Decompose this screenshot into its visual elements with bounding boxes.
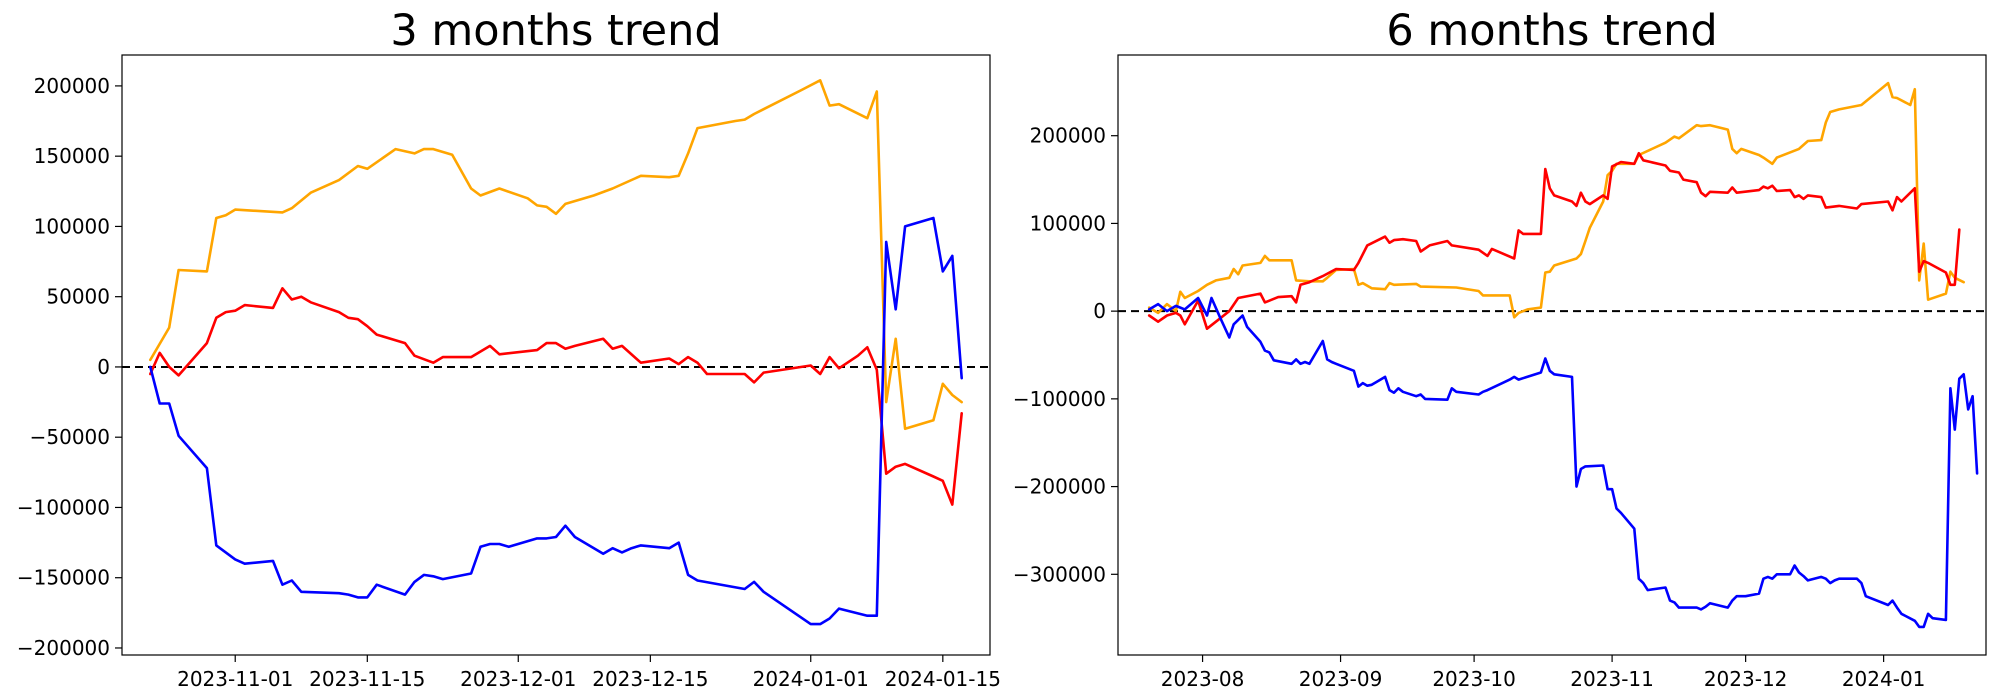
y-tick-label: −50000 [30, 425, 110, 449]
y-tick-label: 0 [97, 355, 110, 379]
chart-marks [122, 79, 990, 626]
chart-marks [1118, 81, 1986, 629]
x-tick-label: 2024-01-01 [753, 667, 869, 691]
x-tick-label: 2024-01-15 [885, 667, 1001, 691]
x-tick-label: 2023-11-01 [177, 667, 293, 691]
series-line-0 [149, 79, 963, 431]
series-line-1 [1147, 151, 1961, 330]
series-line-2 [149, 216, 963, 626]
chart-6-months-trend: 6 months trend 2023-08 2023-09 2023-10 2023… [1013, 6, 1987, 691]
x-tick-label: 2023-10 [1432, 667, 1516, 691]
x-tick-label: 2023-12 [1704, 667, 1788, 691]
y-tick-label: 50000 [46, 285, 110, 309]
chart-title: 3 months trend [390, 6, 721, 56]
series-line-2 [1147, 296, 1979, 629]
x-tick-label: 2023-08 [1161, 667, 1245, 691]
x-tick-label: 2023-09 [1299, 667, 1383, 691]
y-tick-label: −100000 [1013, 387, 1106, 411]
chart-axes: 2023-08 2023-09 2023-10 2023-11 2023-12 2024-… [1013, 54, 1987, 691]
y-tick-label: −100000 [17, 495, 110, 519]
y-tick-label: 100000 [34, 214, 110, 238]
x-tick-label: 2024-01 [1842, 667, 1926, 691]
y-tick-label: −200000 [1013, 475, 1106, 499]
chart-title: 6 months trend [1386, 6, 1717, 56]
x-tick-label: 2023-11 [1570, 667, 1654, 691]
y-tick-label: 150000 [34, 144, 110, 168]
series-line-1 [149, 287, 963, 506]
chart-3-months-trend: 3 months trend 2023-11-01 2023-11-15 2023-… [17, 6, 1001, 691]
series-line-0 [1147, 81, 1965, 319]
y-tick-label: −200000 [17, 636, 110, 660]
x-tick-label: 2023-12-15 [592, 667, 708, 691]
y-tick-label: −300000 [1013, 562, 1106, 586]
y-tick-label: 200000 [1030, 124, 1106, 148]
y-tick-label: −150000 [17, 566, 110, 590]
plot-frame [121, 54, 991, 656]
chart-axes: 2023-11-01 2023-11-15 2023-12-01 2023-12-15… [17, 54, 1001, 691]
x-tick-label: 2023-11-15 [309, 667, 425, 691]
x-tick-label: 2023-12-01 [460, 667, 576, 691]
y-tick-label: 0 [1093, 299, 1106, 323]
y-tick-label: 100000 [1030, 211, 1106, 235]
plot-frame [1117, 54, 1987, 656]
y-tick-label: 200000 [34, 74, 110, 98]
